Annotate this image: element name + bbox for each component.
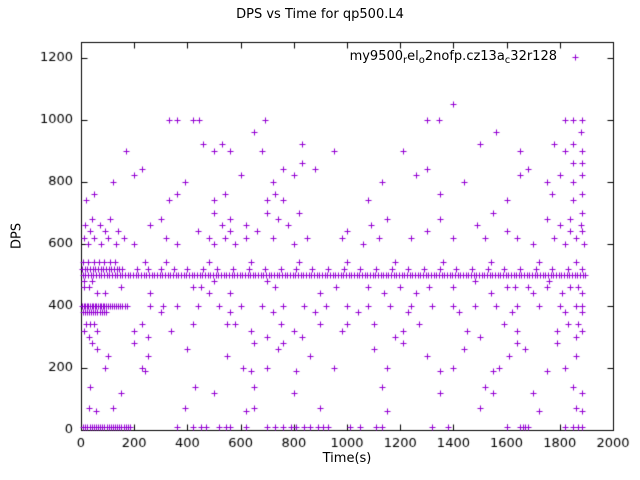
x-axis-label: Time(s): [322, 451, 372, 466]
legend-label-text: 2nofp.cz13a: [424, 49, 505, 64]
legend-label-text: el: [407, 49, 419, 64]
legend-label-subscript: c: [504, 55, 511, 66]
legend-label-subscript: o: [418, 55, 425, 66]
legend-series-label: my9500relo2nofp.cz13ac32r128: [350, 49, 557, 66]
y-axis-label: DPS: [9, 222, 25, 250]
legend-label-text: 32r128: [510, 49, 557, 64]
legend-label-text: my9500: [349, 49, 404, 64]
legend-label-subscript: r: [403, 55, 408, 66]
chart-title: DPS vs Time for qp500.L4: [236, 7, 404, 22]
